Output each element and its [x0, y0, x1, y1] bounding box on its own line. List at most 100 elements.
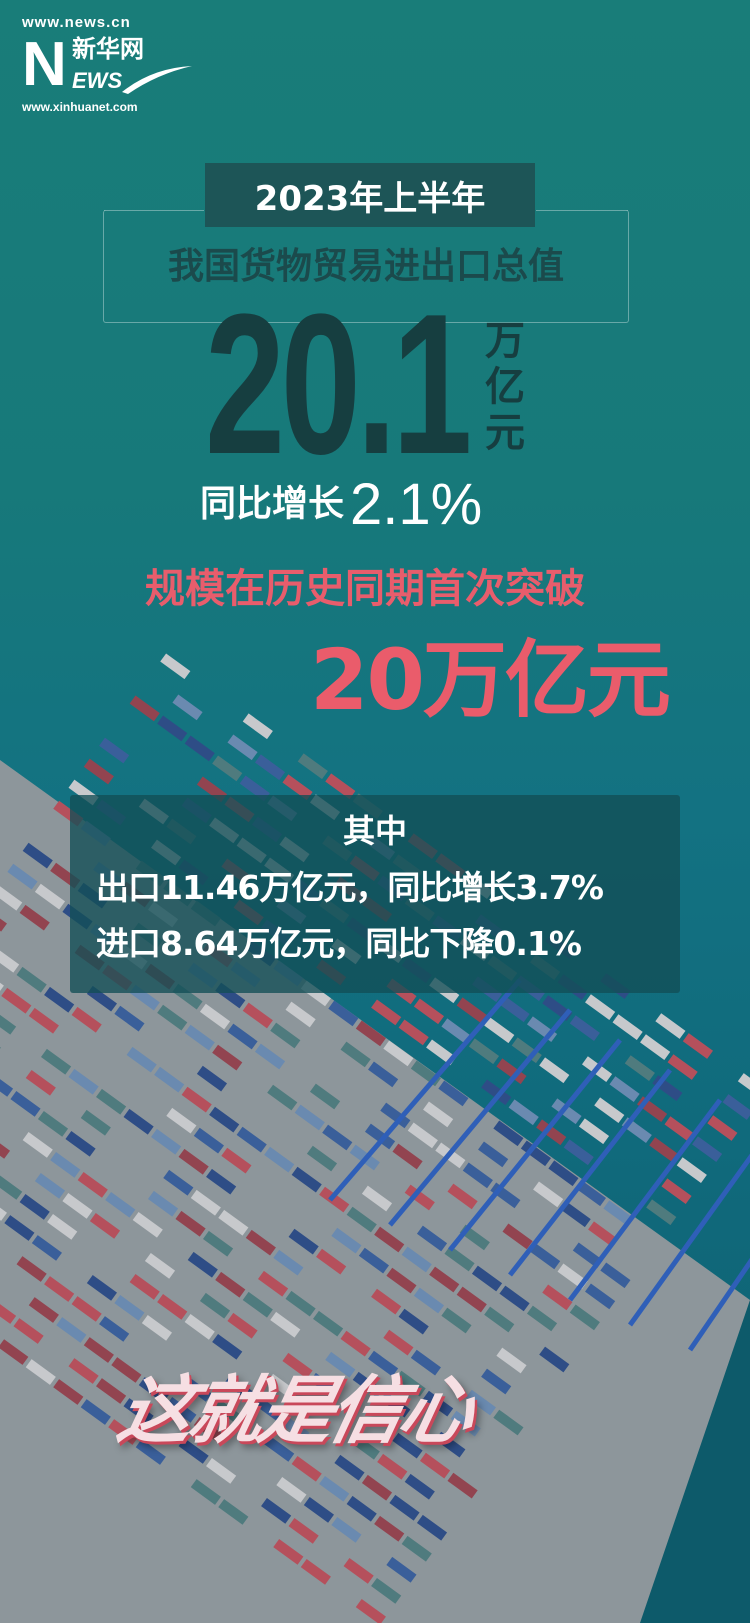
swoosh-icon — [122, 66, 192, 94]
container — [407, 1122, 438, 1149]
container — [157, 715, 188, 742]
container — [282, 774, 313, 801]
container — [254, 1043, 286, 1070]
container — [410, 1349, 441, 1376]
container — [664, 1116, 695, 1142]
container — [68, 1358, 99, 1384]
container — [239, 775, 270, 802]
container — [31, 1235, 62, 1261]
container — [364, 1123, 396, 1150]
container — [380, 1102, 411, 1129]
container — [0, 1298, 17, 1324]
container — [560, 1201, 591, 1228]
container — [588, 1221, 619, 1248]
container — [199, 1003, 231, 1030]
container — [441, 1018, 472, 1045]
container — [65, 1130, 96, 1157]
container — [184, 1313, 215, 1340]
container — [37, 1110, 69, 1137]
container — [202, 1230, 234, 1257]
container — [190, 1479, 221, 1505]
container — [83, 1337, 114, 1363]
container — [539, 1057, 570, 1084]
container — [291, 1166, 322, 1193]
container — [209, 1396, 240, 1422]
container — [398, 1019, 429, 1046]
container — [361, 1185, 393, 1212]
container — [123, 1398, 154, 1424]
container — [530, 1243, 561, 1270]
import-line: 进口8.64万亿元，同比下降0.1% — [96, 924, 582, 963]
container — [536, 1119, 567, 1146]
container — [640, 1034, 671, 1060]
container — [456, 1286, 487, 1313]
container — [331, 1227, 362, 1254]
container — [297, 753, 328, 780]
total-unit: 万亿元 — [485, 318, 525, 456]
container — [392, 1432, 423, 1459]
container — [542, 1284, 573, 1311]
crane — [687, 1257, 750, 1352]
container — [111, 1357, 142, 1383]
container — [270, 1022, 301, 1049]
container — [309, 1372, 341, 1399]
container — [508, 1099, 539, 1126]
container — [184, 735, 215, 762]
container — [196, 1065, 228, 1092]
container — [212, 1044, 243, 1071]
container — [349, 1433, 380, 1460]
breakdown-panel: 其中 出口11.46万亿元，同比增长3.7% 进口8.64万亿元，同比下降0.1… — [70, 795, 680, 993]
container — [187, 1251, 218, 1278]
container — [129, 1273, 160, 1300]
container — [481, 1079, 512, 1106]
container — [62, 1193, 93, 1219]
container — [655, 1013, 686, 1039]
container — [383, 1329, 414, 1356]
container — [502, 1223, 533, 1250]
container — [175, 1210, 206, 1237]
container — [138, 1377, 169, 1403]
container — [392, 1143, 423, 1170]
container — [334, 1454, 365, 1481]
container — [0, 1174, 23, 1200]
container — [105, 1191, 136, 1218]
container — [212, 755, 243, 782]
container — [383, 1040, 414, 1067]
container — [548, 1160, 579, 1187]
container — [303, 1496, 334, 1523]
container — [227, 734, 258, 761]
container — [569, 1015, 600, 1042]
container — [435, 1431, 466, 1458]
growth-value: 2.1% — [350, 471, 483, 537]
container — [22, 842, 53, 869]
container — [0, 884, 23, 911]
container — [288, 1228, 319, 1255]
container — [624, 1055, 655, 1081]
container — [270, 1311, 301, 1338]
crane — [448, 1038, 622, 1252]
container — [361, 1474, 393, 1501]
container — [209, 1106, 240, 1133]
container — [135, 1439, 166, 1465]
container — [19, 1194, 50, 1220]
container — [273, 1249, 304, 1276]
xinhua-logo: www.news.cn N 新华网 EWS www.xinhuanet.com — [22, 14, 192, 119]
container — [575, 1180, 607, 1207]
container — [398, 1308, 429, 1335]
container — [114, 1295, 145, 1321]
container — [178, 1438, 209, 1464]
container — [539, 1346, 570, 1373]
container — [313, 1310, 344, 1337]
logo-brand-en: EWS — [72, 68, 123, 93]
container — [533, 1181, 564, 1208]
container — [328, 1000, 359, 1027]
container — [471, 1265, 503, 1292]
container — [199, 1292, 231, 1319]
container — [236, 1126, 267, 1153]
container — [160, 653, 191, 680]
container — [0, 1071, 14, 1097]
sea-area — [640, 1300, 750, 1623]
container — [218, 1499, 249, 1525]
container — [261, 1498, 292, 1524]
container — [526, 1305, 558, 1332]
